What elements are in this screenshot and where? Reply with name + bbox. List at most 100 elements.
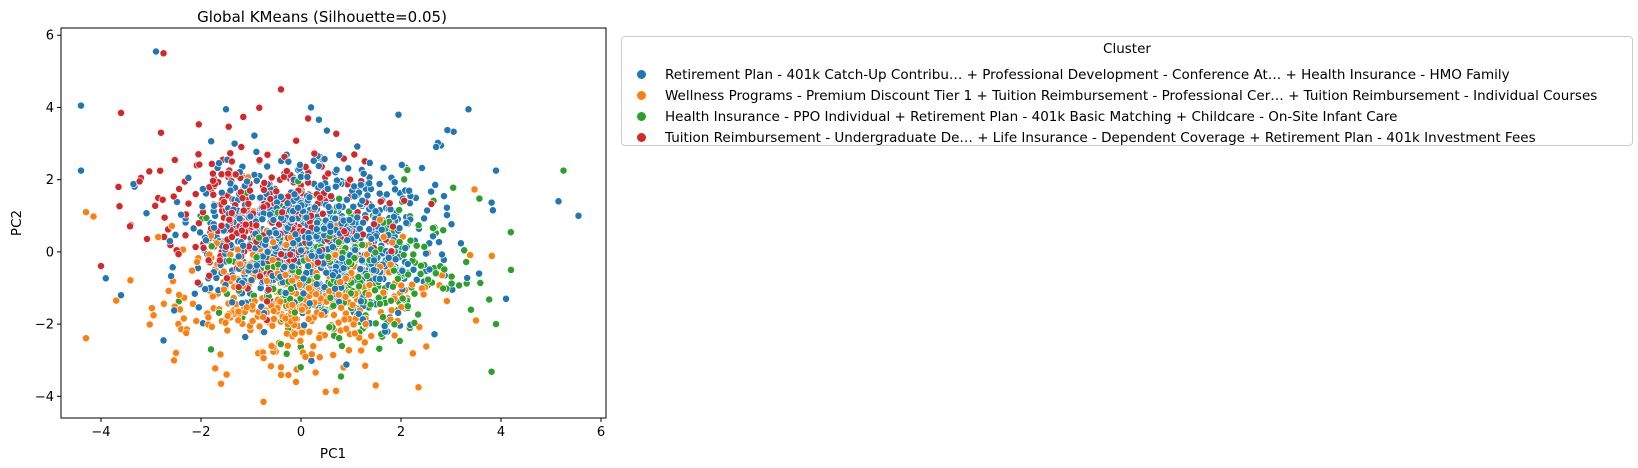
data-point-series-0 (574, 211, 583, 220)
data-point-series-2 (344, 257, 353, 266)
data-point-series-1 (379, 288, 388, 297)
data-point-series-0 (167, 272, 176, 281)
data-point-series-0 (443, 211, 451, 220)
data-point-series-1 (276, 297, 285, 306)
data-point-series-1 (270, 315, 278, 323)
data-point-series-0 (375, 274, 384, 283)
data-point-series-0 (196, 228, 205, 237)
data-point-series-0 (384, 253, 393, 262)
data-point-series-1 (126, 276, 135, 285)
data-point-series-3 (346, 175, 355, 184)
data-point-series-1 (216, 350, 225, 359)
data-point-series-3 (245, 186, 254, 195)
data-point-series-0 (168, 263, 177, 272)
data-point-series-0 (307, 251, 316, 260)
x-tick-label: 2 (397, 425, 405, 440)
data-point-series-3 (385, 199, 394, 208)
data-point-series-1 (147, 304, 156, 313)
data-point-series-1 (149, 311, 158, 320)
data-point-series-2 (387, 296, 395, 305)
data-point-series-0 (343, 236, 352, 245)
data-point-series-0 (226, 179, 235, 188)
data-point-series-0 (359, 169, 368, 178)
data-point-series-0 (442, 203, 451, 212)
data-point-series-0 (241, 333, 250, 341)
data-point-series-3 (222, 242, 230, 251)
data-point-series-1 (292, 377, 300, 386)
data-point-series-3 (191, 243, 200, 251)
data-point-series-1 (268, 256, 277, 264)
data-point-series-1 (89, 212, 98, 221)
data-point-series-0 (291, 230, 300, 239)
legend-label: Health Insurance - PPO Individual + Reti… (665, 108, 1398, 125)
data-point-series-0 (258, 215, 267, 224)
data-point-series-0 (427, 187, 436, 196)
data-point-series-2 (358, 240, 367, 249)
data-point-series-0 (309, 156, 318, 165)
data-point-series-0 (290, 190, 299, 199)
data-point-series-1 (332, 386, 340, 395)
data-point-series-0 (349, 202, 358, 211)
data-point-series-2 (492, 320, 500, 329)
data-point-series-0 (488, 206, 497, 215)
data-point-series-1 (317, 310, 326, 319)
data-point-series-1 (281, 271, 290, 279)
data-point-series-1 (259, 354, 268, 363)
data-point-series-0 (431, 180, 440, 189)
data-point-series-3 (304, 114, 313, 123)
data-point-series-0 (356, 265, 365, 274)
data-point-series-3 (255, 156, 264, 165)
data-point-series-0 (456, 239, 465, 248)
data-point-series-0 (356, 180, 365, 189)
data-point-series-1 (487, 251, 496, 260)
data-point-series-3 (115, 202, 124, 211)
data-point-series-0 (289, 239, 298, 248)
data-point-series-0 (332, 165, 341, 174)
data-point-series-2 (487, 367, 496, 376)
data-point-series-0 (234, 252, 243, 261)
data-point-series-1 (223, 311, 232, 320)
data-point-series-0 (190, 289, 199, 298)
data-point-series-2 (207, 242, 216, 251)
data-point-series-2 (371, 248, 380, 257)
data-point-series-0 (358, 196, 367, 205)
data-point-series-1 (172, 349, 180, 357)
data-point-series-1 (371, 381, 380, 390)
data-point-series-0 (418, 164, 426, 172)
x-tick-label: 4 (497, 425, 505, 440)
data-point-series-0 (77, 101, 85, 110)
data-point-series-2 (559, 166, 568, 175)
data-point-series-3 (215, 256, 224, 265)
data-point-series-1 (283, 341, 292, 350)
data-point-series-1 (348, 301, 357, 309)
y-tick-label: 4 (46, 101, 54, 116)
data-point-series-1 (342, 324, 351, 333)
legend-item: Tuition Reimbursement - Undergraduate De… (636, 127, 1536, 148)
data-point-series-1 (364, 290, 373, 299)
data-point-series-0 (276, 192, 285, 201)
legend-marker-icon (636, 132, 647, 143)
data-point-series-0 (443, 126, 452, 135)
data-point-series-0 (261, 235, 270, 244)
data-point-series-0 (265, 210, 274, 219)
data-point-series-1 (207, 322, 216, 331)
data-point-series-2 (398, 294, 407, 303)
data-point-series-3 (151, 201, 160, 210)
data-point-series-1 (397, 281, 406, 290)
data-point-series-1 (222, 370, 231, 379)
data-point-series-1 (211, 364, 220, 373)
data-point-series-0 (294, 203, 302, 212)
data-point-series-0 (353, 213, 362, 222)
data-point-series-3 (278, 208, 287, 217)
data-point-series-2 (395, 206, 404, 214)
legend-item: Wellness Programs - Premium Discount Tie… (636, 85, 1597, 106)
data-point-series-0 (394, 308, 403, 317)
data-point-series-0 (324, 202, 333, 211)
data-point-series-0 (235, 214, 244, 223)
data-point-series-3 (143, 235, 151, 243)
data-point-series-0 (397, 160, 406, 169)
data-point-series-2 (439, 284, 448, 293)
data-point-series-0 (305, 193, 314, 202)
data-point-series-1 (388, 238, 397, 247)
legend-marker-icon (636, 90, 647, 101)
